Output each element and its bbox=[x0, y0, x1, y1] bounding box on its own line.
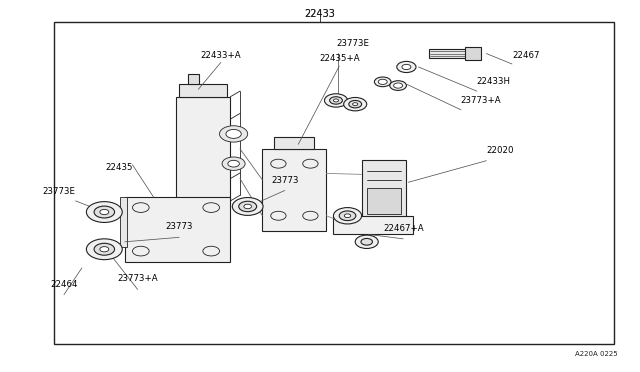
Bar bbox=[176, 97, 230, 201]
Circle shape bbox=[303, 159, 318, 168]
Bar bbox=[179, 84, 227, 97]
Circle shape bbox=[203, 203, 220, 212]
Text: 22467: 22467 bbox=[512, 51, 540, 60]
Circle shape bbox=[100, 247, 109, 252]
Circle shape bbox=[244, 204, 252, 209]
Bar bbox=[120, 197, 127, 247]
Circle shape bbox=[394, 83, 403, 88]
Circle shape bbox=[239, 201, 257, 212]
Circle shape bbox=[94, 206, 115, 218]
Circle shape bbox=[402, 64, 411, 70]
Text: 22435+A: 22435+A bbox=[319, 54, 360, 63]
Circle shape bbox=[94, 243, 115, 255]
Text: 22433H: 22433H bbox=[477, 77, 511, 86]
Circle shape bbox=[132, 246, 149, 256]
Circle shape bbox=[353, 103, 358, 106]
Circle shape bbox=[86, 202, 122, 222]
Circle shape bbox=[355, 235, 378, 248]
Bar bbox=[181, 200, 225, 221]
Bar bbox=[429, 49, 477, 58]
Bar bbox=[54, 22, 614, 344]
Circle shape bbox=[361, 238, 372, 245]
Circle shape bbox=[324, 94, 348, 107]
Bar bbox=[188, 74, 199, 84]
Text: 22467+A: 22467+A bbox=[383, 224, 424, 233]
Circle shape bbox=[271, 211, 286, 220]
Circle shape bbox=[228, 160, 239, 167]
Text: 23773+A: 23773+A bbox=[117, 275, 158, 283]
Text: 22433+A: 22433+A bbox=[200, 51, 241, 60]
Bar bbox=[125, 197, 230, 262]
Text: A220A 0225: A220A 0225 bbox=[575, 351, 618, 357]
Text: 23773E: 23773E bbox=[337, 39, 370, 48]
Circle shape bbox=[271, 159, 286, 168]
Circle shape bbox=[220, 126, 248, 142]
Text: 23773+A: 23773+A bbox=[461, 96, 501, 105]
Text: 22464: 22464 bbox=[51, 280, 77, 289]
Circle shape bbox=[378, 79, 387, 84]
Circle shape bbox=[222, 157, 245, 170]
Circle shape bbox=[203, 246, 220, 256]
Circle shape bbox=[86, 239, 122, 260]
Circle shape bbox=[333, 99, 339, 102]
Text: 23773: 23773 bbox=[271, 176, 298, 185]
Text: 22433: 22433 bbox=[305, 9, 335, 19]
Circle shape bbox=[397, 61, 416, 73]
Text: 22433: 22433 bbox=[305, 9, 335, 19]
Circle shape bbox=[303, 211, 318, 220]
Bar bbox=[362, 160, 406, 218]
Circle shape bbox=[333, 208, 362, 224]
Circle shape bbox=[132, 203, 149, 212]
Text: 22020: 22020 bbox=[486, 146, 514, 155]
Circle shape bbox=[339, 211, 356, 221]
Circle shape bbox=[330, 97, 342, 104]
Circle shape bbox=[349, 100, 362, 108]
Text: 23773E: 23773E bbox=[42, 187, 76, 196]
Text: 22435: 22435 bbox=[106, 163, 133, 171]
Bar bbox=[262, 149, 326, 231]
Bar bbox=[465, 47, 481, 60]
Circle shape bbox=[232, 198, 263, 215]
Circle shape bbox=[344, 214, 351, 218]
Circle shape bbox=[226, 129, 241, 138]
Bar bbox=[333, 216, 413, 234]
Circle shape bbox=[390, 81, 406, 90]
Circle shape bbox=[374, 77, 391, 87]
Bar bbox=[367, 188, 401, 214]
Text: 23773: 23773 bbox=[166, 222, 193, 231]
Bar bbox=[274, 137, 314, 149]
Circle shape bbox=[344, 97, 367, 111]
Circle shape bbox=[100, 209, 109, 215]
